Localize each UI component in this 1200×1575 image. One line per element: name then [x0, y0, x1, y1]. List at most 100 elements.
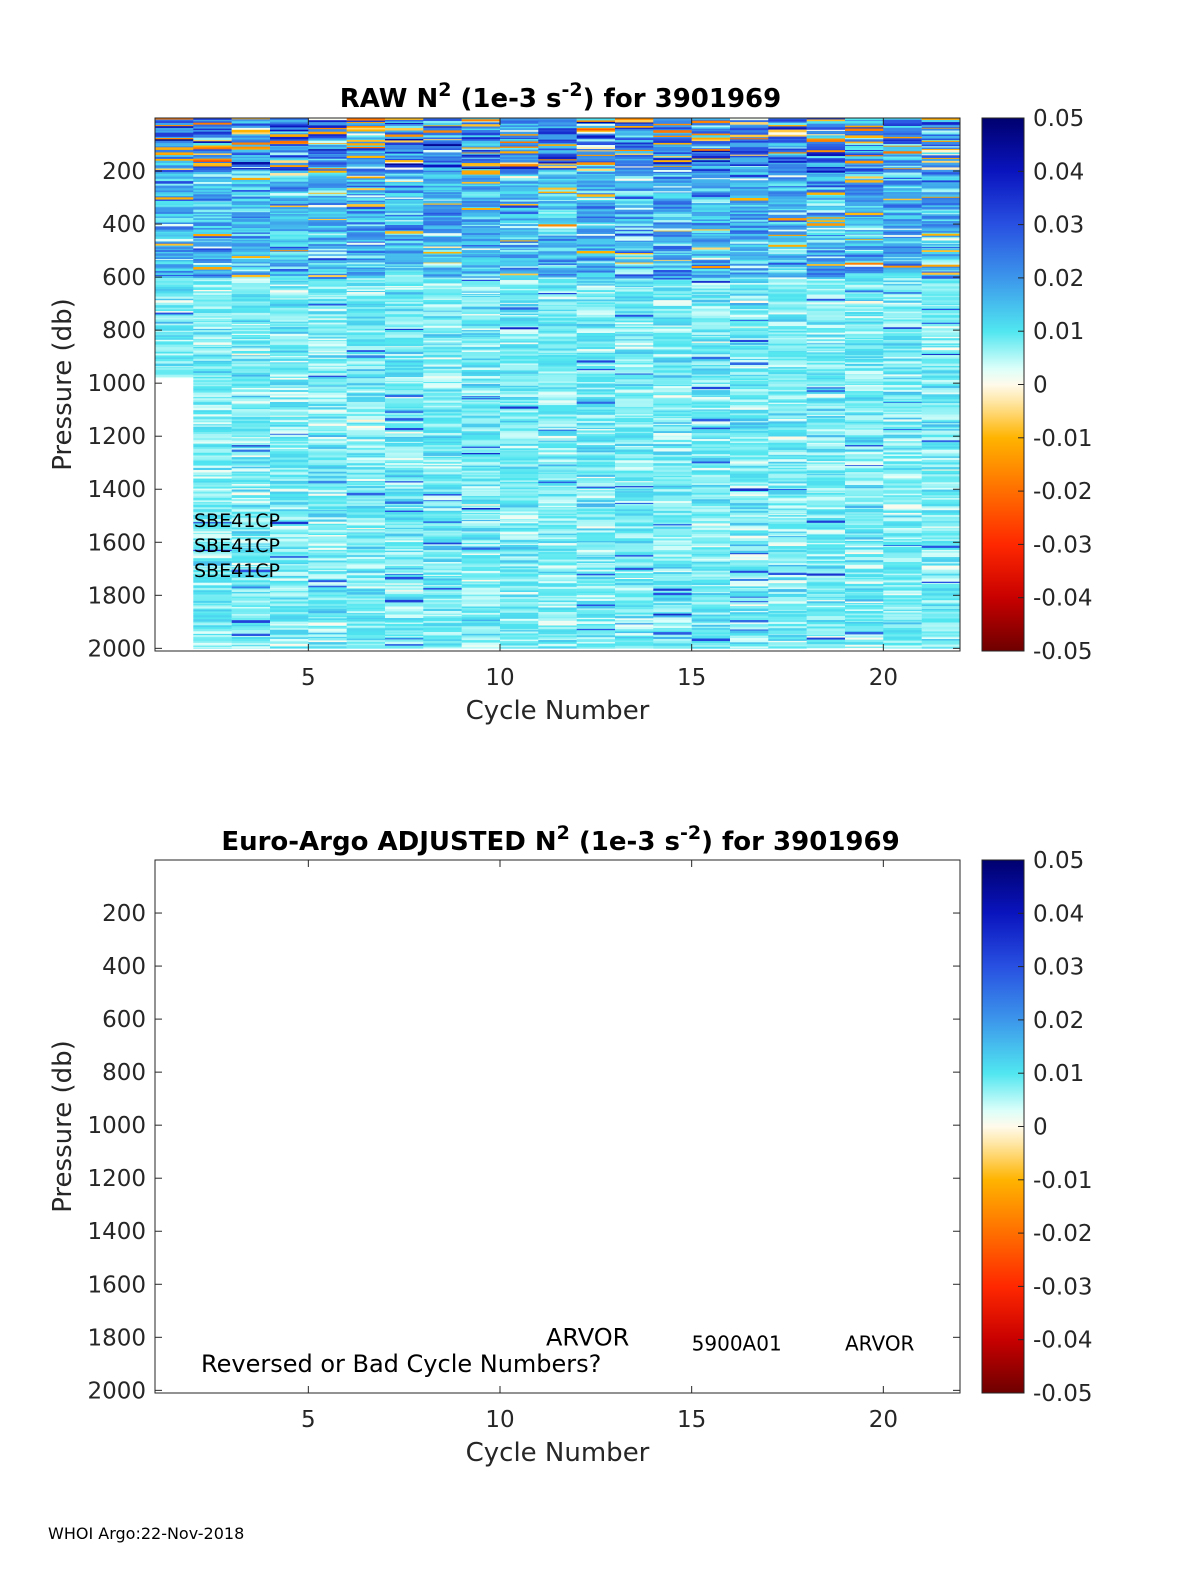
heatmap-cell	[308, 370, 347, 374]
heatmap-cell	[461, 621, 501, 623]
heatmap-cell	[653, 305, 692, 309]
heatmap-cell	[155, 120, 194, 124]
heatmap-cell	[385, 223, 424, 226]
heatmap-cell	[730, 411, 769, 414]
heatmap-cell	[193, 121, 232, 123]
heatmap-cell	[270, 408, 309, 410]
heatmap-cell	[653, 489, 692, 492]
heatmap-cell	[308, 136, 347, 139]
heatmap-cell	[308, 358, 347, 361]
heatmap-cell	[385, 536, 424, 538]
heatmap-cell	[653, 446, 692, 449]
heatmap-cell	[461, 145, 501, 148]
heatmap-cell	[270, 229, 309, 232]
heatmap-cell	[385, 547, 424, 550]
heatmap-cell	[231, 584, 271, 587]
heatmap-cell	[691, 467, 731, 471]
heatmap-cell	[308, 634, 347, 638]
heatmap-cell	[385, 276, 424, 280]
heatmap-cell	[193, 572, 232, 575]
heatmap-cell	[500, 581, 539, 583]
heatmap-cell	[308, 246, 347, 250]
heatmap-cell	[423, 411, 462, 414]
heatmap-cell	[653, 280, 692, 283]
heatmap-cell	[346, 588, 386, 590]
heatmap-cell	[270, 385, 309, 388]
heatmap-cell	[461, 186, 501, 189]
heatmap-cell	[576, 234, 616, 237]
heatmap-cell	[193, 604, 232, 606]
heatmap-cell	[576, 474, 616, 478]
heatmap-cell	[423, 572, 462, 575]
heatmap-cell	[155, 323, 194, 325]
heatmap-cell	[346, 309, 386, 312]
heatmap-cell	[231, 317, 271, 320]
heatmap-cell	[385, 460, 424, 463]
heatmap-cell	[308, 541, 347, 544]
heatmap-cell	[346, 307, 386, 310]
heatmap-cell	[500, 131, 539, 135]
heatmap-cell	[538, 427, 577, 430]
heatmap-cell	[346, 578, 386, 581]
heatmap-cell	[730, 172, 769, 176]
heatmap-cell	[461, 164, 501, 167]
heatmap-cell	[423, 600, 462, 603]
heatmap-cell	[500, 294, 539, 297]
heatmap-cell	[270, 567, 309, 570]
heatmap-cell	[308, 510, 347, 512]
heatmap-cell	[461, 189, 501, 192]
heatmap-cell	[730, 604, 769, 607]
heatmap-cell	[730, 124, 769, 127]
heatmap-cell	[461, 410, 501, 413]
heatmap-cell	[576, 267, 616, 270]
heatmap-cell	[653, 533, 692, 536]
heatmap-cell	[270, 225, 309, 228]
heatmap-cell	[193, 493, 232, 497]
heatmap-cell	[385, 645, 424, 648]
heatmap-cell	[308, 418, 347, 421]
heatmap-cell	[538, 320, 577, 323]
heatmap-cell	[461, 417, 501, 419]
heatmap-cell	[193, 143, 232, 146]
heatmap-cell	[346, 621, 386, 624]
heatmap-cell	[576, 336, 616, 340]
heatmap-cell	[730, 491, 769, 493]
heatmap-cell	[615, 219, 654, 222]
heatmap-cell	[270, 484, 309, 486]
heatmap-cell	[423, 316, 462, 319]
heatmap-cell	[576, 177, 616, 180]
heatmap-cell	[423, 363, 462, 366]
heatmap-cell	[576, 330, 616, 334]
heatmap-cell	[155, 259, 194, 261]
heatmap-cell	[768, 275, 807, 278]
heatmap-cell	[346, 404, 386, 408]
heatmap-cell	[768, 291, 807, 294]
heatmap-cell	[615, 306, 654, 309]
heatmap-cell	[193, 460, 232, 464]
heatmap-cell	[346, 474, 386, 477]
heatmap-cell	[730, 272, 769, 275]
heatmap-cell	[193, 629, 232, 632]
heatmap-cell	[346, 586, 386, 589]
heatmap-cell	[691, 188, 731, 192]
heatmap-cell	[423, 217, 462, 221]
heatmap-cell	[615, 414, 654, 416]
heatmap-cell	[385, 314, 424, 318]
heatmap-cell	[385, 205, 424, 208]
heatmap-cell	[423, 395, 462, 398]
heatmap-cell	[231, 489, 271, 492]
heatmap-cell	[270, 542, 309, 545]
heatmap-cell	[500, 610, 539, 614]
heatmap-cell	[653, 426, 692, 430]
heatmap-cell	[231, 331, 271, 333]
heatmap-cell	[615, 263, 654, 265]
heatmap-cell	[346, 598, 386, 600]
heatmap-cell	[768, 413, 807, 416]
heatmap-cell	[461, 521, 501, 524]
heatmap-cell	[423, 645, 462, 647]
heatmap-cell	[270, 634, 309, 638]
heatmap-cell	[193, 554, 232, 556]
heatmap-cell	[346, 605, 386, 609]
heatmap-cell	[231, 298, 271, 302]
heatmap-cell	[385, 514, 424, 517]
